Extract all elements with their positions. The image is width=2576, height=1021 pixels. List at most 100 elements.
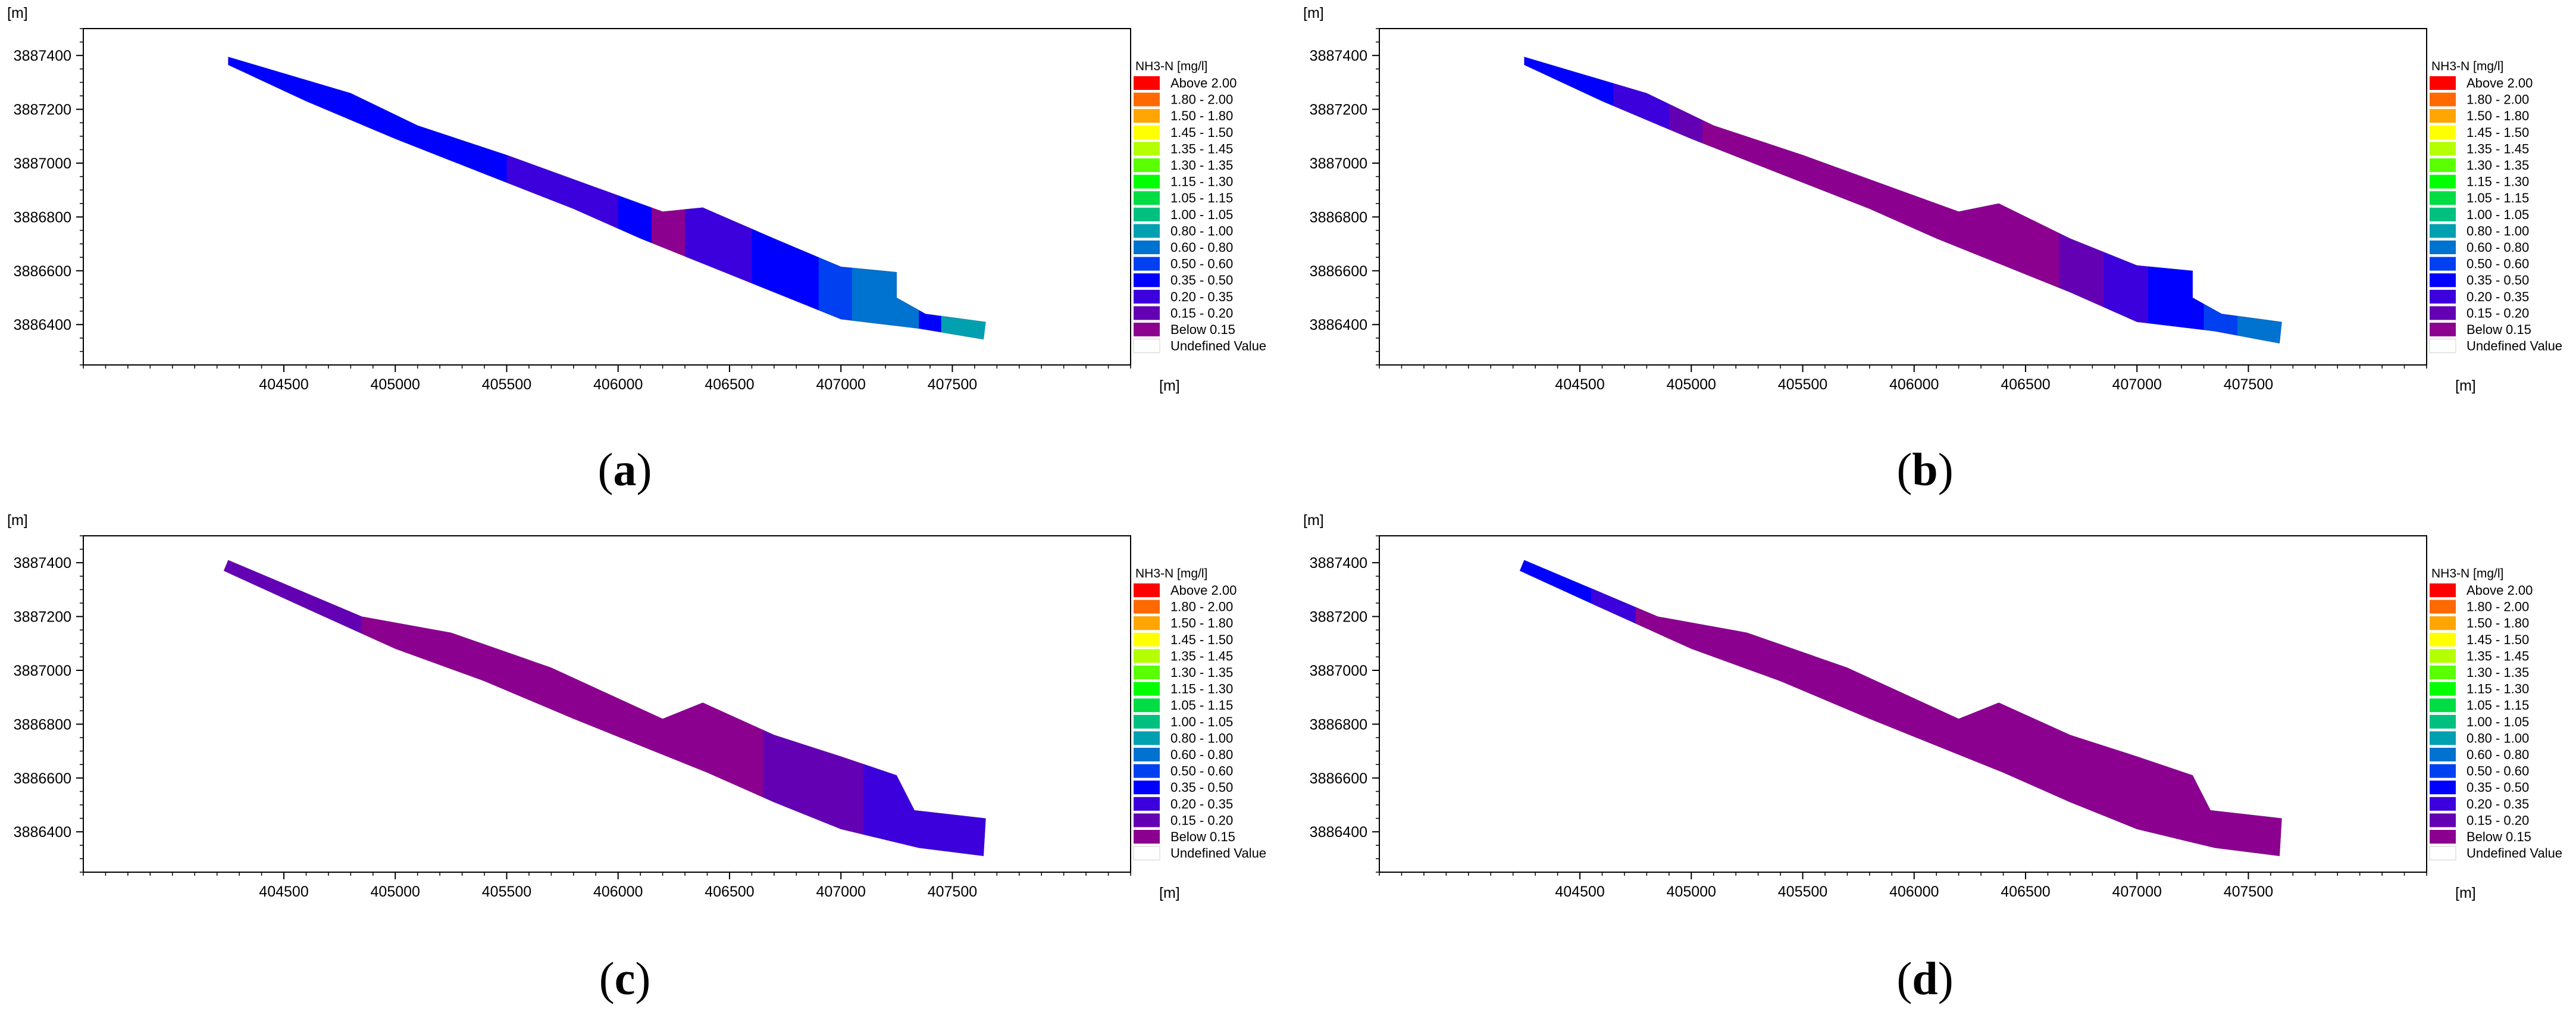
x-tick-label: 405000 bbox=[1667, 883, 1716, 900]
legend-entry-label: Undefined Value bbox=[1170, 846, 1266, 861]
legend-entry-label: 1.05 - 1.15 bbox=[1170, 191, 1233, 205]
x-tick-label: 404500 bbox=[1555, 376, 1604, 393]
legend: NH3-N [mg/l] Above 2.00 1.80 - 2.00 1.50 - … bbox=[1133, 567, 1266, 861]
legend-swatch bbox=[2430, 174, 2456, 189]
x-tick-label: 407500 bbox=[928, 376, 977, 393]
legend-swatch bbox=[1134, 583, 1160, 597]
x-axis-unit-label: [m] bbox=[2455, 885, 2476, 901]
y-tick-label: 3886600 bbox=[14, 770, 71, 787]
x-tick-label: 404500 bbox=[259, 883, 308, 900]
legend-title: NH3-N [mg/l] bbox=[1135, 567, 1207, 580]
x-tick-label: 407000 bbox=[2112, 376, 2161, 393]
legend-swatch bbox=[2430, 109, 2456, 123]
legend-swatch bbox=[1134, 813, 1160, 828]
x-tick-label: 407000 bbox=[816, 376, 865, 393]
legend-entry-label: 1.00 - 1.05 bbox=[2467, 714, 2529, 729]
panel-caption: (b) bbox=[1896, 444, 1953, 495]
legend-swatch bbox=[2430, 158, 2456, 172]
legend-entry-label: Below 0.15 bbox=[2467, 322, 2531, 337]
y-tick-label: 3886800 bbox=[14, 209, 71, 226]
y-tick-label: 3887400 bbox=[14, 555, 71, 572]
legend-swatch bbox=[1134, 682, 1160, 696]
legend-swatch bbox=[2430, 616, 2456, 630]
y-tick-label: 3887200 bbox=[1310, 609, 1367, 626]
legend-swatch bbox=[2430, 76, 2456, 90]
legend-entry-label: 1.15 - 1.30 bbox=[1170, 174, 1233, 189]
legend-swatch bbox=[1134, 207, 1160, 221]
y-tick-label: 3886400 bbox=[14, 824, 71, 841]
legend-entry-label: 1.80 - 2.00 bbox=[2467, 600, 2529, 614]
plot-frame bbox=[1379, 28, 2427, 366]
x-tick-label: 405500 bbox=[482, 883, 531, 900]
legend-entry-label: 0.80 - 1.00 bbox=[1170, 223, 1233, 238]
legend-entry-label: 1.35 - 1.45 bbox=[2467, 648, 2529, 663]
x-tick-label: 406000 bbox=[593, 883, 643, 900]
x-tick-label: 405500 bbox=[482, 376, 531, 393]
legend-swatch bbox=[1134, 174, 1160, 189]
plot-frame bbox=[83, 535, 1131, 873]
legend-swatch bbox=[2430, 207, 2456, 221]
legend-entry-label: 0.60 - 0.80 bbox=[1170, 747, 1233, 762]
legend-entry-label: 0.20 - 0.35 bbox=[2467, 289, 2529, 304]
legend-swatch bbox=[1134, 830, 1160, 844]
x-tick-label: 404500 bbox=[259, 376, 308, 393]
legend-swatch bbox=[1134, 323, 1160, 336]
legend-swatch bbox=[2430, 830, 2456, 844]
legend-entry-label: Above 2.00 bbox=[1170, 583, 1237, 598]
legend-swatch bbox=[1134, 273, 1160, 288]
legend-entry-label: 1.30 - 1.35 bbox=[2467, 158, 2529, 173]
legend-swatch bbox=[1134, 109, 1160, 123]
legend-entry-label: 1.00 - 1.05 bbox=[1170, 714, 1233, 729]
x-tick-label: 405500 bbox=[1778, 883, 1827, 900]
legend-swatch bbox=[2430, 682, 2456, 696]
x-tick-label: 406500 bbox=[2001, 883, 2050, 900]
legend-swatch bbox=[2430, 224, 2456, 238]
legend-swatch bbox=[2430, 666, 2456, 679]
legend-entry-label: 0.50 - 0.60 bbox=[1170, 764, 1233, 779]
domain-outline bbox=[223, 560, 987, 857]
x-tick-label: 406500 bbox=[705, 883, 754, 900]
y-axis-unit-label: [m] bbox=[1303, 5, 1324, 21]
legend-swatch bbox=[1134, 600, 1160, 614]
legend-entry-label: 0.15 - 0.20 bbox=[2467, 305, 2529, 320]
x-tick-label: 407000 bbox=[2112, 883, 2161, 900]
legend-entry-label: 0.15 - 0.20 bbox=[2467, 813, 2529, 828]
legend-swatch bbox=[2430, 142, 2456, 156]
y-axis-unit-label: [m] bbox=[1303, 512, 1324, 529]
legend-swatch bbox=[2430, 273, 2456, 288]
legend-entry-label: 0.35 - 0.50 bbox=[2467, 273, 2529, 288]
legend-swatch bbox=[2430, 125, 2456, 139]
y-tick-label: 3886800 bbox=[1310, 716, 1367, 733]
y-tick-label: 3886600 bbox=[14, 263, 71, 280]
legend-swatch bbox=[1134, 764, 1160, 778]
y-tick-label: 3887400 bbox=[14, 48, 71, 64]
legend-title: NH3-N [mg/l] bbox=[1135, 60, 1207, 73]
y-tick-label: 3886600 bbox=[1310, 770, 1367, 787]
x-tick-label: 406500 bbox=[2001, 376, 2050, 393]
legend-entry-label: 1.50 - 1.80 bbox=[2467, 616, 2529, 630]
y-tick-label: 3887000 bbox=[14, 155, 71, 172]
legend-swatch bbox=[2430, 257, 2456, 271]
domain-outline bbox=[227, 56, 987, 340]
legend-swatch bbox=[1134, 224, 1160, 238]
legend-entry-label: 1.45 - 1.50 bbox=[2467, 125, 2529, 140]
legend-entry-label: 1.80 - 2.00 bbox=[1170, 92, 1233, 107]
legend-entry-label: 0.15 - 0.20 bbox=[1170, 813, 1233, 828]
legend-swatch bbox=[2430, 698, 2456, 713]
y-tick-label: 3887000 bbox=[1310, 663, 1367, 679]
legend-swatch bbox=[2430, 241, 2456, 254]
legend-entry-label: 1.80 - 2.00 bbox=[2467, 92, 2529, 107]
legend-entry-label: 1.50 - 1.80 bbox=[1170, 616, 1233, 630]
legend-entry-label: 0.80 - 1.00 bbox=[1170, 730, 1233, 745]
legend-entry-label: Below 0.15 bbox=[2467, 829, 2531, 844]
x-axis-unit-label: [m] bbox=[2455, 377, 2476, 394]
legend-swatch bbox=[2430, 731, 2456, 745]
legend-swatch bbox=[1134, 632, 1160, 647]
y-tick-label: 3887200 bbox=[1310, 102, 1367, 118]
panel-caption: (c) bbox=[599, 953, 651, 1004]
legend-title: NH3-N [mg/l] bbox=[2431, 567, 2503, 580]
legend-entry-label: 0.35 - 0.50 bbox=[1170, 780, 1233, 795]
legend-swatch bbox=[1134, 76, 1160, 90]
